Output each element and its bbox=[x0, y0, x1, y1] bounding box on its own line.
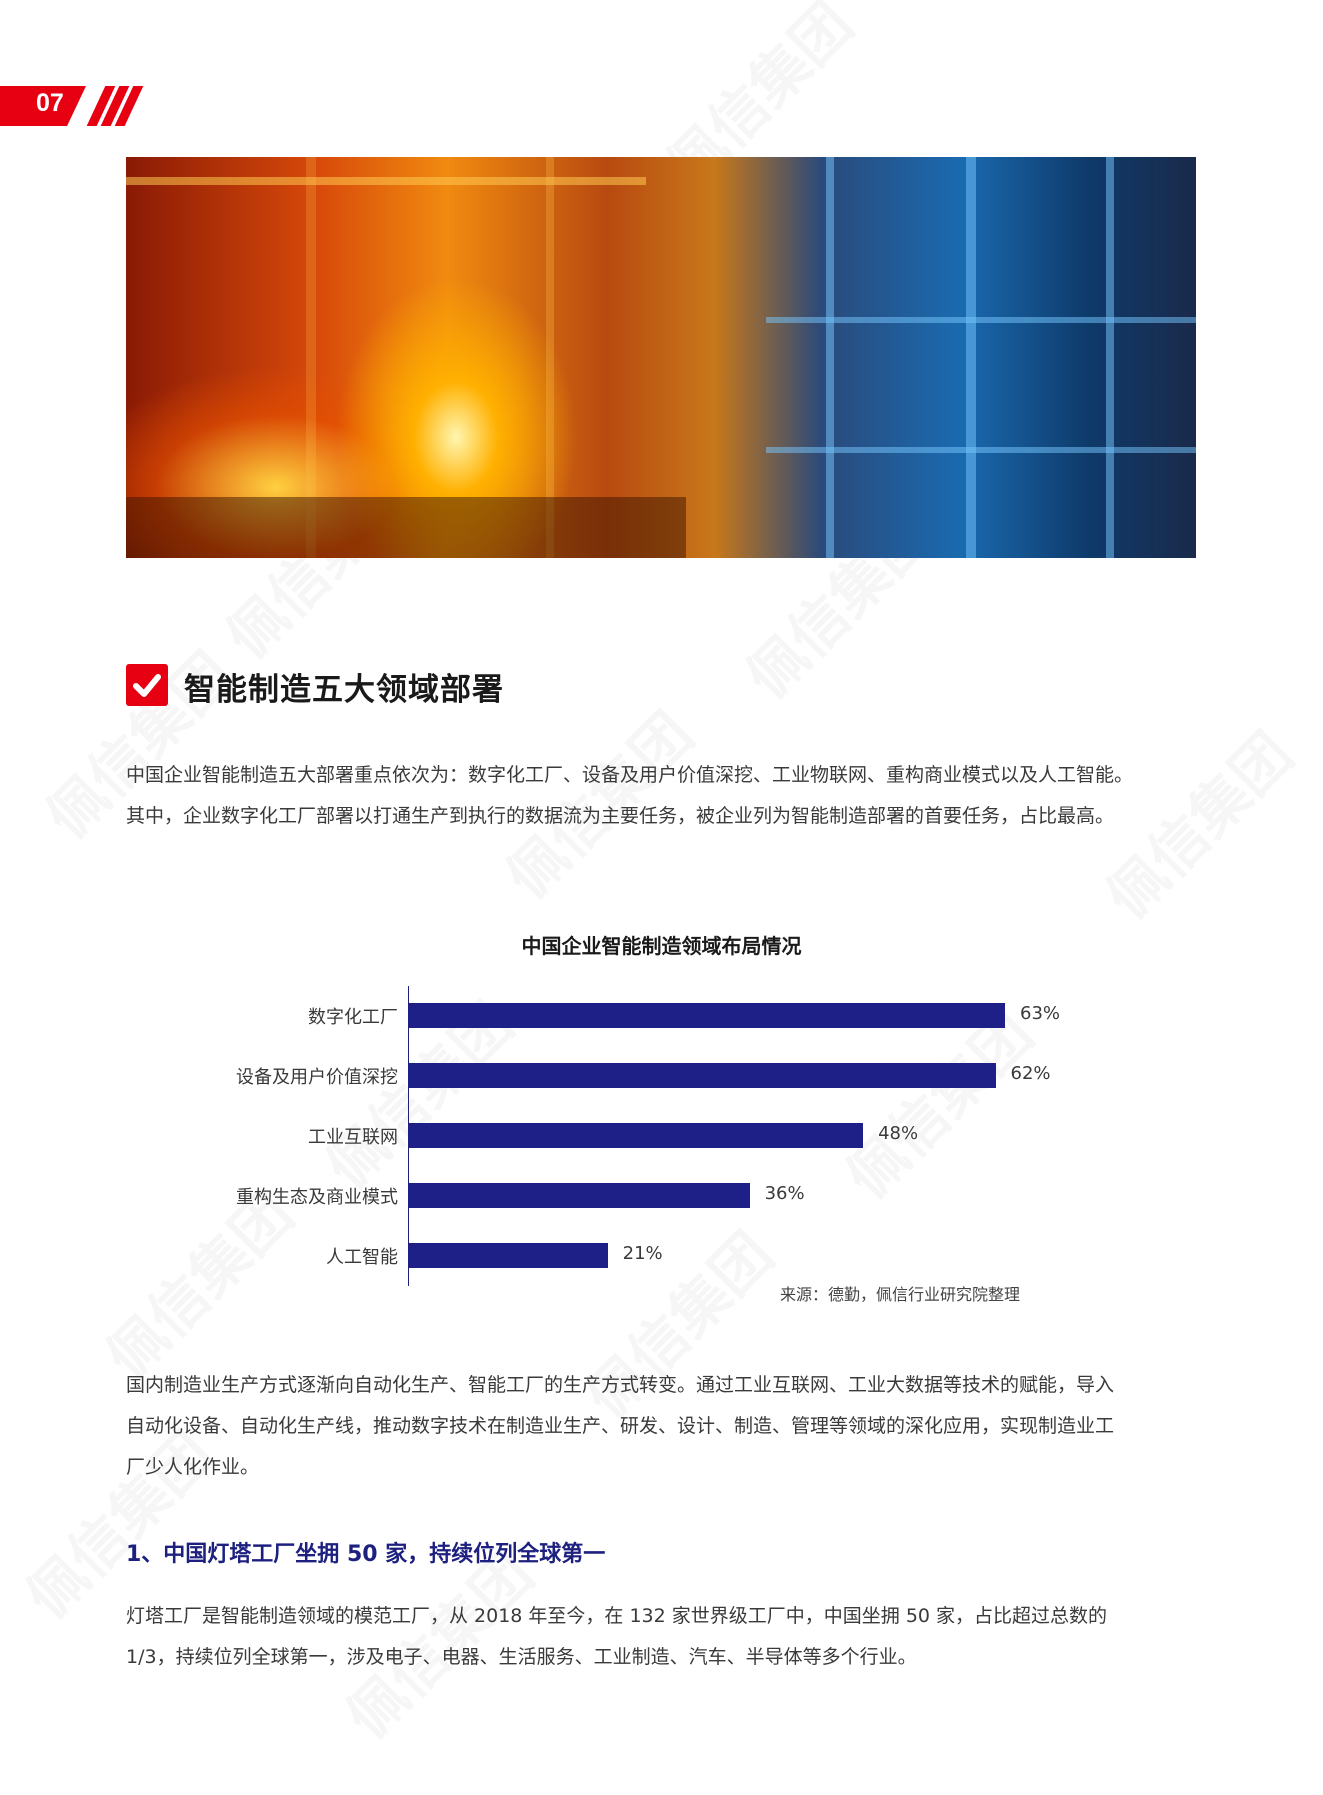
text-line: 其中，企业数字化工厂部署以打通生产到执行的数据流为主要任务，被企业列为智能制造部… bbox=[126, 805, 1115, 827]
value-label: 63% bbox=[1020, 1003, 1061, 1024]
category-label: 数字化工厂 bbox=[308, 1007, 398, 1028]
category-label: 设备及用户价值深挖 bbox=[236, 1067, 398, 1088]
text-line: 国内制造业生产方式逐渐向自动化生产、智能工厂的生产方式转变。通过工业互联网、工业… bbox=[126, 1374, 1115, 1396]
value-label: 48% bbox=[878, 1123, 919, 1144]
text-line: 灯塔工厂是智能制造领域的模范工厂，从 2018 年至今，在 132 家世界级工厂… bbox=[126, 1605, 1108, 1627]
page-number: 07 bbox=[36, 89, 64, 117]
chart-source: 来源：德勤，佩信行业研究院整理 bbox=[780, 1285, 1021, 1304]
section-title: 智能制造五大领域部署 bbox=[184, 672, 504, 708]
category-label: 重构生态及商业模式 bbox=[236, 1187, 398, 1208]
bar bbox=[409, 1243, 608, 1268]
hero-image bbox=[126, 157, 1196, 558]
bar bbox=[409, 1063, 996, 1088]
bar bbox=[409, 1183, 750, 1208]
category-label: 人工智能 bbox=[326, 1247, 398, 1268]
text-line: 自动化设备、自动化生产线，推动数字技术在制造业生产、研发、设计、制造、管理等领域… bbox=[126, 1415, 1115, 1437]
intro-paragraph: 中国企业智能制造五大部署重点依次为：数字化工厂、设备及用户价值深挖、工业物联网、… bbox=[126, 755, 1198, 837]
subheading: 1、中国灯塔工厂坐拥 50 家，持续位列全球第一 bbox=[126, 1542, 606, 1567]
paragraph-manufacturing: 国内制造业生产方式逐渐向自动化生产、智能工厂的生产方式转变。通过工业互联网、工业… bbox=[126, 1365, 1198, 1488]
value-label: 36% bbox=[764, 1183, 805, 1204]
value-label: 62% bbox=[1010, 1063, 1051, 1084]
bar bbox=[409, 1123, 864, 1148]
paragraph-lighthouse: 灯塔工厂是智能制造领域的模范工厂，从 2018 年至今，在 132 家世界级工厂… bbox=[126, 1596, 1198, 1678]
value-label: 21% bbox=[622, 1243, 663, 1264]
text-line: 1/3，持续位列全球第一，涉及电子、电器、生活服务、工业制造、汽车、半导体等多个… bbox=[126, 1646, 917, 1668]
chart-title: 中国企业智能制造领域布局情况 bbox=[521, 934, 802, 958]
checkmark-icon bbox=[126, 664, 168, 706]
category-label: 工业互联网 bbox=[308, 1127, 398, 1148]
bar bbox=[409, 1003, 1005, 1028]
text-line: 中国企业智能制造五大部署重点依次为：数字化工厂、设备及用户价值深挖、工业物联网、… bbox=[126, 764, 1134, 786]
chart-y-axis bbox=[408, 986, 409, 1286]
text-line: 厂少人化作业。 bbox=[126, 1456, 260, 1478]
